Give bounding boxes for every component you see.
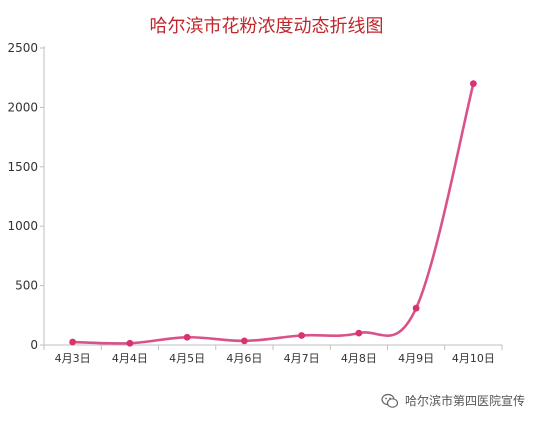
y-tick-label: 2500 <box>7 41 38 55</box>
x-tick-label: 4月7日 <box>284 352 320 365</box>
watermark: 哈尔滨市第四医院宣传 <box>381 392 525 409</box>
chart-title: 哈尔滨市花粉浓度动态折线图 <box>149 16 384 37</box>
data-point <box>298 332 306 339</box>
y-tick-label: 500 <box>15 279 38 293</box>
x-tick-label: 4月10日 <box>452 352 495 365</box>
series-layer <box>69 80 477 347</box>
y-tick-label: 1500 <box>7 160 38 174</box>
data-point <box>126 339 134 347</box>
data-point <box>469 80 477 88</box>
data-point <box>240 337 248 345</box>
data-point <box>355 329 363 337</box>
x-tick-label: 4月5日 <box>169 352 205 365</box>
x-tick-label: 4月6日 <box>226 352 262 365</box>
series-line <box>71 82 475 345</box>
x-tick-label: 4月4日 <box>112 352 148 365</box>
wechat-icon <box>381 393 399 408</box>
data-point <box>69 338 77 346</box>
data-point <box>412 304 420 312</box>
y-tick-label: 1000 <box>7 219 38 233</box>
y-tick-label: 0 <box>30 338 38 352</box>
x-tick-label: 4月3日 <box>55 352 91 365</box>
data-point <box>183 333 191 341</box>
axes: 0 500 1000 1500 2000 2500 4月3日 4月4日 4月5日 4月6日 4月7日… <box>7 41 503 365</box>
x-tick-label: 4月9日 <box>398 352 434 365</box>
y-tick-label: 2000 <box>7 100 38 114</box>
x-tick-label: 4月8日 <box>341 352 377 365</box>
watermark-text: 哈尔滨市第四医院宣传 <box>404 394 525 408</box>
